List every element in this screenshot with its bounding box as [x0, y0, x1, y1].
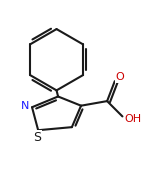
Text: S: S: [33, 131, 41, 144]
Text: O: O: [116, 72, 124, 82]
Text: N: N: [21, 102, 29, 112]
Text: OH: OH: [124, 114, 141, 124]
